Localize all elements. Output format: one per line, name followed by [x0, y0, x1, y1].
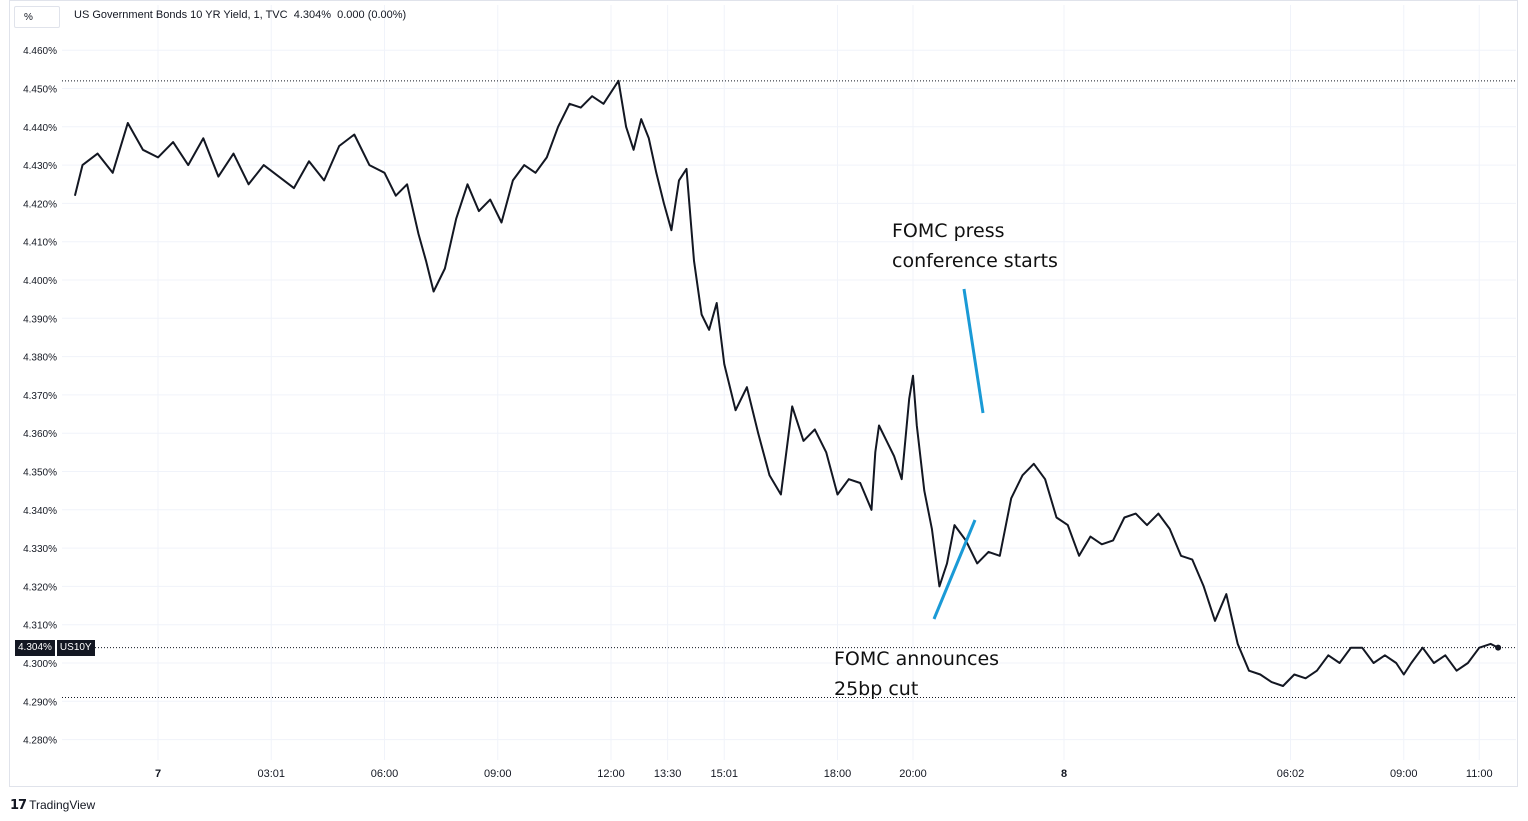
annotation-arrow-press-conference: [962, 288, 985, 414]
last-price-marker: [1495, 644, 1502, 651]
y-tick-label: 4.280%: [23, 736, 57, 747]
y-tick-label: 4.410%: [23, 238, 57, 249]
current-price-tag: 4.304% US10Y: [15, 640, 95, 656]
x-tick-label: 11:00: [1466, 768, 1493, 780]
y-tick-label: 4.400%: [23, 276, 57, 287]
x-tick-label: 8: [1061, 768, 1067, 780]
x-tick-label: 12:00: [597, 768, 625, 780]
x-tick-label: 18:00: [824, 768, 852, 780]
y-tick-label: 4.360%: [23, 429, 57, 440]
y-tick-label: 4.370%: [23, 391, 57, 402]
y-tick-label: 4.340%: [23, 506, 57, 517]
footer-branding[interactable]: 𝟭𝟳 TradingView: [10, 797, 95, 813]
chart-frame: [9, 0, 1518, 787]
brand-name: TradingView: [29, 798, 96, 812]
x-tick-label: 20:00: [899, 768, 927, 780]
y-tick-label: 4.430%: [23, 161, 57, 172]
unit-toggle-button[interactable]: %: [14, 6, 60, 28]
current-price-symbol: US10Y: [56, 640, 95, 656]
x-tick-label: 06:00: [371, 768, 399, 780]
x-tick-label: 15:01: [710, 768, 738, 780]
x-tick-label: 13:30: [654, 768, 682, 780]
y-tick-label: 4.460%: [23, 46, 57, 57]
annotation-press-conference: FOMC press conference starts: [892, 220, 1058, 272]
y-tick-label: 4.420%: [23, 199, 57, 210]
x-tick-label: 09:00: [1390, 768, 1418, 780]
y-tick-label: 4.390%: [23, 314, 57, 325]
chart-legend: US Government Bonds 10 YR Yield, 1, TVC …: [74, 9, 407, 21]
tradingview-logo-icon: 𝟭𝟳: [10, 797, 27, 812]
y-tick-label: 4.440%: [23, 123, 57, 134]
current-price-value: 4.304%: [15, 640, 55, 656]
x-tick-label: 09:00: [484, 768, 512, 780]
y-tick-label: 4.380%: [23, 353, 57, 364]
x-tick-label: 03:01: [257, 768, 285, 780]
y-tick-label: 4.300%: [23, 659, 57, 670]
y-tick-label: 4.320%: [23, 582, 57, 593]
series-line-us10y: [73, 79, 1499, 687]
annotation-arrow-rate-cut: [932, 519, 977, 620]
y-tick-label: 4.310%: [23, 621, 57, 632]
y-tick-label: 4.290%: [23, 697, 57, 708]
x-tick-label: 7: [155, 768, 161, 780]
y-tick-label: 4.330%: [23, 544, 57, 555]
y-tick-label: 4.450%: [23, 85, 57, 96]
y-tick-label: 4.350%: [23, 468, 57, 479]
annotation-rate-cut: FOMC announces 25bp cut: [834, 648, 1000, 700]
x-tick-label: 06:02: [1277, 768, 1305, 780]
